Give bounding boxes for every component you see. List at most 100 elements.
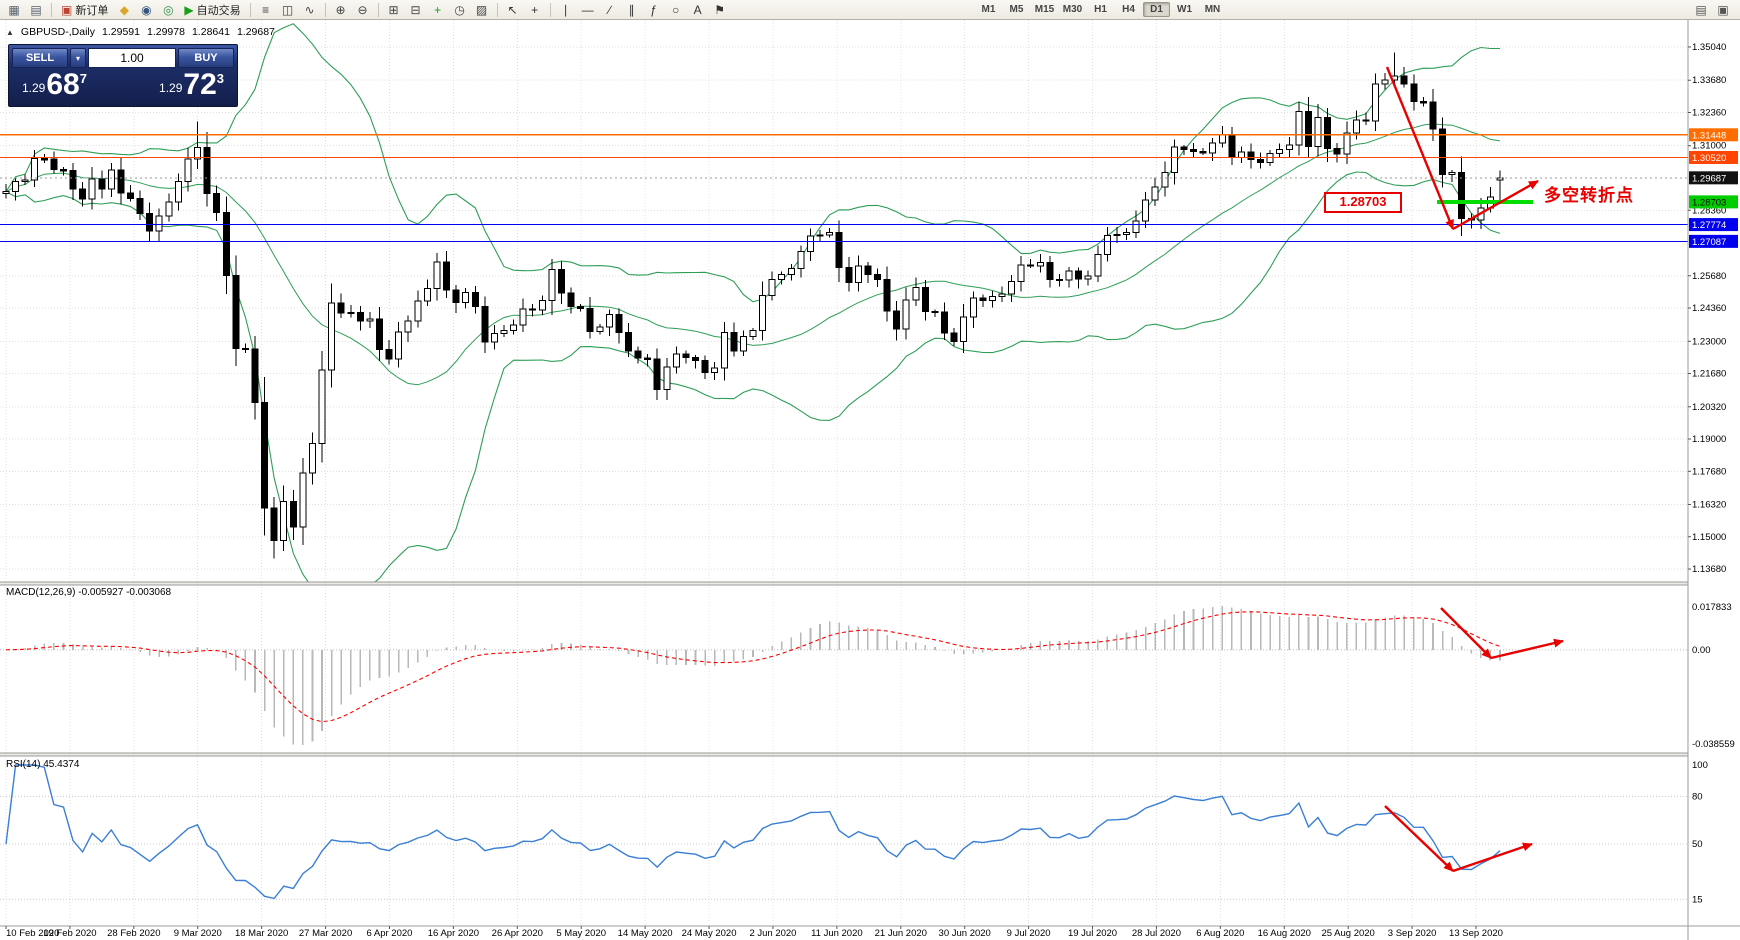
volume-input[interactable]: 1.00 <box>88 48 176 68</box>
price-tick-label: 1.23000 <box>1692 336 1726 347</box>
volume-dropdown-button[interactable]: ▾ <box>70 48 86 68</box>
date-label: 9 Jul 2020 <box>1007 928 1051 939</box>
fibonacci-icon[interactable]: ƒ <box>644 1 664 18</box>
channel-icon: ∥ <box>628 2 635 17</box>
timeframe-mn[interactable]: MN <box>1199 2 1226 17</box>
auto-arrange-icon[interactable]: ⊟ <box>406 1 426 18</box>
toolbar-separator <box>249 2 251 17</box>
date-label: 11 Jun 2020 <box>811 928 863 939</box>
cursor-icon[interactable]: ↖ <box>503 1 523 18</box>
timeframe-w1[interactable]: W1 <box>1171 2 1198 17</box>
timeframe-d1[interactable]: D1 <box>1143 2 1170 17</box>
autotrading-button-label: 自动交易 <box>196 4 241 17</box>
trendline-icon: ∕ <box>608 2 611 17</box>
horizontal-line-icon[interactable]: ― <box>578 1 598 18</box>
price-tick-label: 1.13680 <box>1692 564 1726 575</box>
vertical-line-icon: ∣ <box>562 2 569 17</box>
metaeditor-icon[interactable]: ◆ <box>114 1 134 18</box>
price-badge <box>1689 195 1738 209</box>
bar-chart-icon[interactable]: ≡ <box>256 1 276 18</box>
indicators-icon[interactable]: + <box>428 1 448 18</box>
candles-layer[interactable] <box>2 52 1504 559</box>
timeframe-m5[interactable]: M5 <box>1003 2 1030 17</box>
macd-pane[interactable] <box>0 606 1688 745</box>
zoom-in-icon[interactable]: ⊕ <box>331 1 351 18</box>
vertical-line-icon[interactable]: ∣ <box>556 1 576 18</box>
toolbar-separator <box>549 2 551 17</box>
tile-windows-icon: ⊞ <box>388 2 399 17</box>
text-icon: A <box>693 2 702 17</box>
crosshair-icon[interactable]: + <box>525 1 545 18</box>
candlestick-chart-icon[interactable]: ◫ <box>278 1 298 18</box>
buy-price-prefix: 1.29 <box>159 81 183 95</box>
timeframe-h4[interactable]: H4 <box>1115 2 1142 17</box>
sell-price[interactable]: 1.29 68 7 <box>22 70 87 100</box>
new-order-icon: ▣ <box>61 2 73 17</box>
price-axis[interactable]: 1.35040 1.33680 1.32360 1.31000 1.28360 1.256… <box>1688 42 1738 905</box>
bar-chart-icon: ≡ <box>262 2 270 17</box>
timeframe-m15[interactable]: M15 <box>1031 2 1058 17</box>
autotrading-button[interactable]: ▶ 自动交易 <box>180 1 244 18</box>
buy-price[interactable]: 1.29 72 3 <box>159 70 224 100</box>
profiles-icon[interactable]: ▤ <box>26 1 46 18</box>
zoom-out-icon: ⊖ <box>357 2 368 17</box>
price-up-arrow <box>1452 179 1539 231</box>
zoom-out-icon[interactable]: ⊖ <box>353 1 373 18</box>
buy-button[interactable]: BUY <box>178 48 234 68</box>
full-screen-icon[interactable]: ▣ <box>1713 1 1733 18</box>
main-pane[interactable] <box>2 23 1504 593</box>
timeframe-h1[interactable]: H1 <box>1087 2 1114 17</box>
macd-axis-min: -0.038559 <box>1692 739 1735 750</box>
date-label: 27 Mar 2020 <box>299 928 352 939</box>
pane-separators[interactable] <box>0 581 1740 757</box>
symbol-period-label: GBPUSD-,Daily <box>20 26 96 38</box>
date-label: 26 Apr 2020 <box>492 928 543 939</box>
panel-collapse-icon[interactable]: ▲ <box>6 27 14 37</box>
periods-icon: ◷ <box>454 2 465 17</box>
periods-icon[interactable]: ◷ <box>450 1 470 18</box>
full-screen-icon: ▣ <box>1717 2 1729 17</box>
toolbar: ▦ ▤ ▣ 新订单 ◆ ◉ ◎ ▶ 自动交易 ≡ ◫ ∿ ⊕ ⊖ ⊞ ⊟ + ◷ ▨ ↖ + ∣ ― ∕ ∥ ƒ ○ A ⚑ M1 M5 M1… <box>0 0 1740 20</box>
horizontal-line-icon: ― <box>581 2 594 17</box>
date-label: 13 Sep 2020 <box>1449 928 1503 939</box>
turning-point-annotation: 多空转折点 <box>1544 186 1634 205</box>
level-lines-layer <box>0 134 1688 242</box>
date-label: 28 Jul 2020 <box>1132 928 1181 939</box>
new-order-button[interactable]: ▣ 新订单 <box>57 1 112 18</box>
timeframe-m30[interactable]: M30 <box>1059 2 1086 17</box>
new-chart-icon[interactable]: ▦ <box>4 1 24 18</box>
channel-icon[interactable]: ∥ <box>622 1 642 18</box>
timeframe-m1[interactable]: M1 <box>975 2 1002 17</box>
rsi-axis-label: 50 <box>1692 839 1703 850</box>
date-label: 3 Sep 2020 <box>1388 928 1437 939</box>
rsi-pane[interactable] <box>0 764 1688 900</box>
line-chart-icon[interactable]: ∿ <box>300 1 320 18</box>
toolbar-separator <box>377 2 379 17</box>
sell-button[interactable]: SELL <box>12 48 68 68</box>
market-icon[interactable]: ◎ <box>158 1 178 18</box>
chart-canvas[interactable]: 1.35040 1.33680 1.32360 1.31000 1.28360 1.256… <box>0 20 1740 940</box>
shapes-icon[interactable]: ○ <box>666 1 686 18</box>
community-icon: ◉ <box>141 2 152 17</box>
date-label: 28 Feb 2020 <box>107 928 160 939</box>
tile-windows-icon[interactable]: ⊞ <box>384 1 404 18</box>
crosshair-icon: + <box>531 2 539 17</box>
date-label: 5 May 2020 <box>556 928 606 939</box>
price-badge-label: 1.30520 <box>1692 153 1726 164</box>
date-label: 25 Aug 2020 <box>1321 928 1374 939</box>
community-icon[interactable]: ◉ <box>136 1 156 18</box>
buy-price-big: 72 <box>183 68 217 101</box>
label-icon[interactable]: ⚑ <box>710 1 730 18</box>
trendline-icon[interactable]: ∕ <box>600 1 620 18</box>
templates-icon[interactable]: ▨ <box>472 1 492 18</box>
price-badge <box>1689 234 1738 248</box>
macd-axis-max: 0.017833 <box>1692 602 1732 613</box>
date-label: 18 Mar 2020 <box>235 928 288 939</box>
profiles-icon: ▤ <box>30 2 42 17</box>
date-label: 10 Feb 2020 <box>6 928 59 939</box>
price-tick-label: 1.19000 <box>1692 434 1726 445</box>
price-tick-label: 1.15000 <box>1692 532 1726 543</box>
print-icon[interactable]: ▤ <box>1691 1 1711 18</box>
text-icon[interactable]: A <box>688 1 708 18</box>
